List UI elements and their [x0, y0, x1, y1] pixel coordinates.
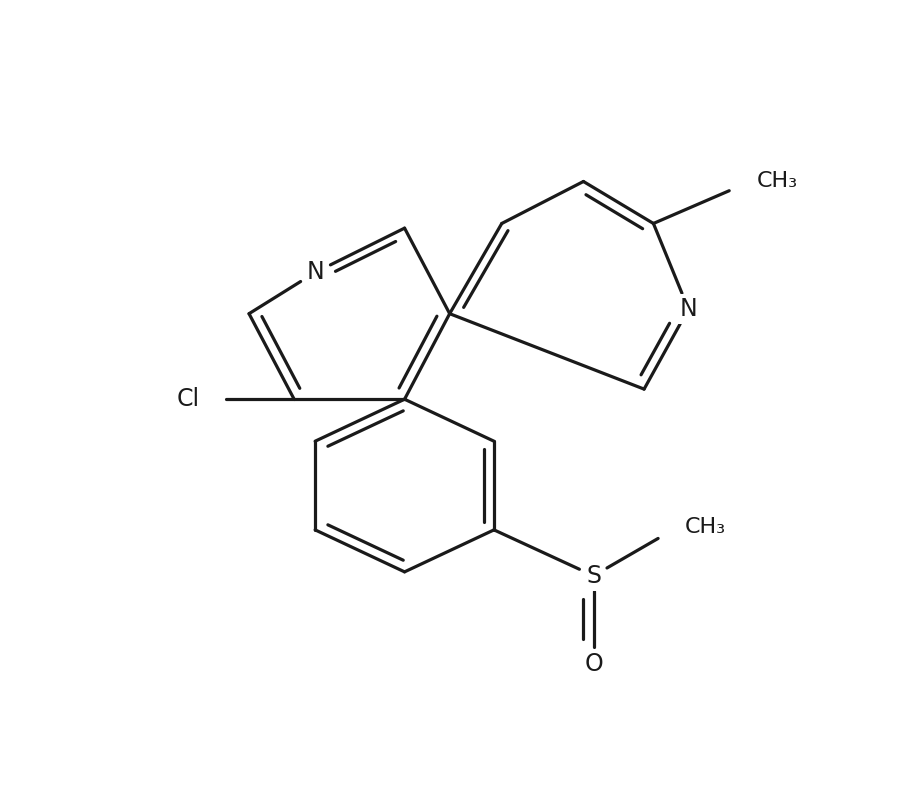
Text: Cl: Cl: [177, 387, 200, 411]
Text: O: O: [584, 652, 603, 676]
Text: N: N: [307, 260, 324, 285]
Text: CH₃: CH₃: [685, 516, 725, 537]
Text: N: N: [679, 297, 698, 321]
Text: CH₃: CH₃: [756, 171, 798, 192]
Text: S: S: [586, 564, 601, 588]
